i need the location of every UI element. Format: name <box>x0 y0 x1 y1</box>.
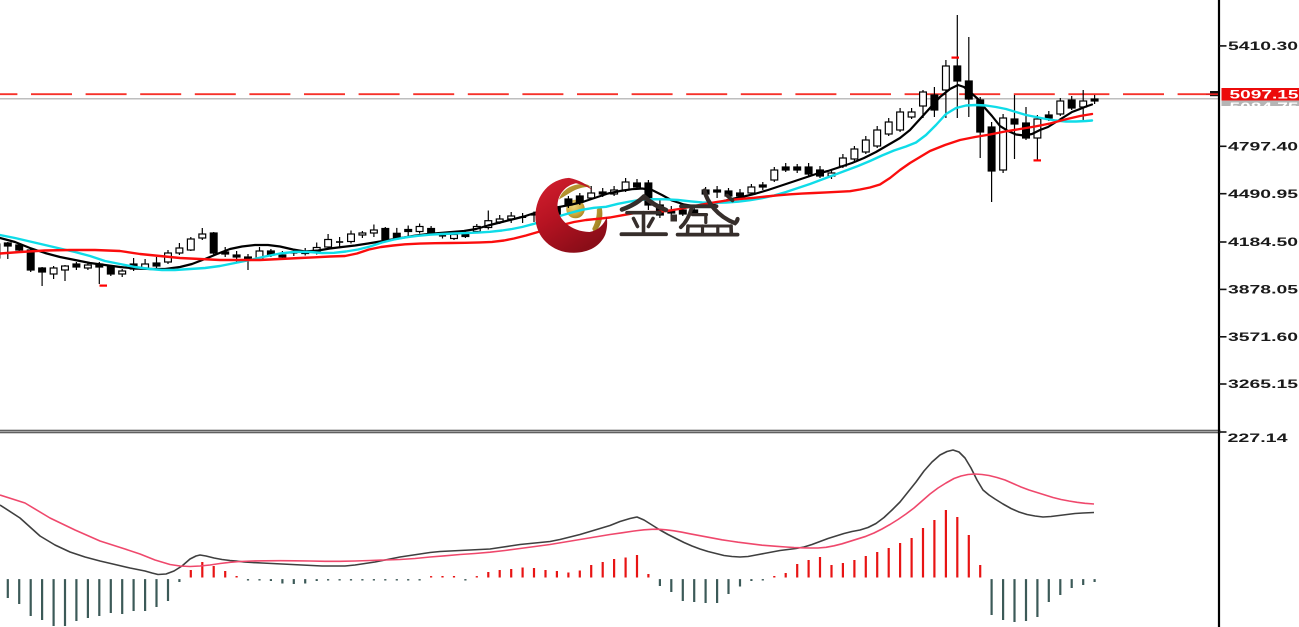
svg-text:5097.15: 5097.15 <box>1230 90 1299 102</box>
svg-text:4797.40: 4797.40 <box>1228 142 1298 154</box>
svg-text:3265.15: 3265.15 <box>1228 379 1299 391</box>
svg-text:3878.05: 3878.05 <box>1228 285 1299 297</box>
svg-text:4184.50: 4184.50 <box>1228 237 1298 249</box>
svg-text:4490.95: 4490.95 <box>1228 189 1299 201</box>
svg-text:5084.75: 5084.75 <box>1230 102 1299 114</box>
svg-text:5410.30: 5410.30 <box>1228 41 1298 53</box>
svg-text:227.14: 227.14 <box>1228 433 1289 445</box>
svg-text:3571.60: 3571.60 <box>1228 332 1298 344</box>
